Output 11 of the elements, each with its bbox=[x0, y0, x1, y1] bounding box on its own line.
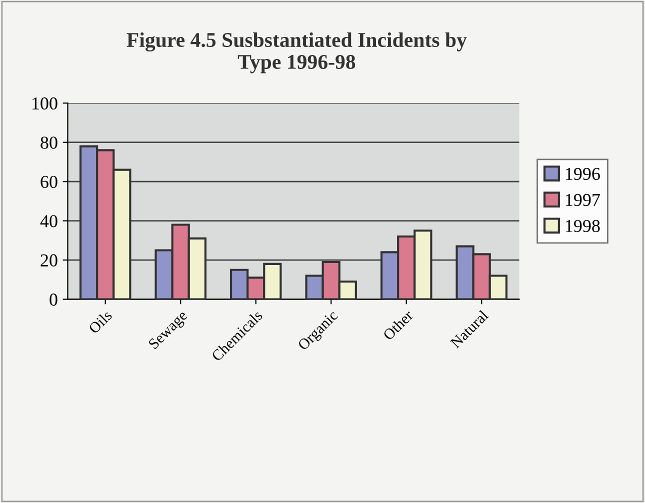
y-tick-label: 40 bbox=[40, 215, 58, 228]
legend-label: 1996 bbox=[566, 168, 600, 180]
y-tick-label: 100 bbox=[32, 97, 58, 110]
y-tick-label: 80 bbox=[40, 136, 58, 149]
y-tick-label: 20 bbox=[40, 254, 58, 266]
legend-label: 1998 bbox=[566, 220, 600, 232]
x-tick-label: Oils bbox=[88, 309, 113, 334]
legend-label: 1997 bbox=[566, 194, 600, 206]
y-tick-label: 0 bbox=[50, 294, 58, 306]
y-tick-label: 60 bbox=[40, 176, 58, 188]
chart-title: Figure 4.5 Susbstantiated Incidents by Type 1996-98 bbox=[126, 32, 467, 74]
